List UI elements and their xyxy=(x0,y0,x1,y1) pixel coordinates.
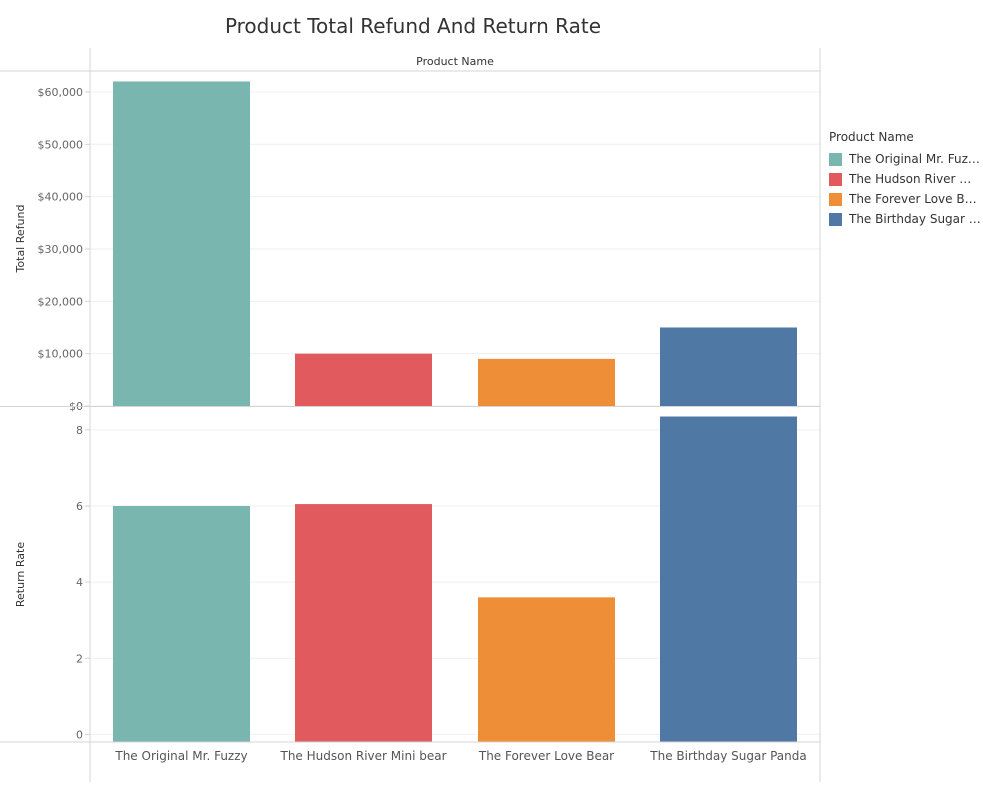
bar xyxy=(478,597,615,742)
chart-title: Product Total Refund And Return Rate xyxy=(224,14,602,38)
y-tick-label: 4 xyxy=(76,576,83,589)
legend-swatch xyxy=(829,192,842,206)
bar xyxy=(295,353,432,406)
y-tick-label: 0 xyxy=(76,728,83,741)
chart-canvas: Product Name$0$10,000$20,000$30,000$40,0… xyxy=(0,48,821,782)
bar xyxy=(478,358,615,406)
y-axis-title: Return Rate xyxy=(14,542,27,607)
legend-label: The Original Mr. Fuzzy xyxy=(849,152,981,166)
y-tick-label: $50,000 xyxy=(38,138,84,151)
legend-item[interactable]: The Original Mr. Fuzzy xyxy=(829,149,983,169)
bar xyxy=(660,327,797,406)
legend: Product Name The Original Mr. Fuzzy The … xyxy=(829,130,983,229)
y-tick-label: 8 xyxy=(76,424,83,437)
x-tick-label: The Original Mr. Fuzzy xyxy=(114,749,247,763)
y-tick-label: $40,000 xyxy=(38,191,84,204)
y-axis-title: Total Refund xyxy=(14,205,27,274)
legend-item[interactable]: The Forever Love Bear xyxy=(829,189,983,209)
x-tick-label: The Forever Love Bear xyxy=(478,749,614,763)
y-tick-label: 6 xyxy=(76,500,83,513)
y-tick-label: 2 xyxy=(76,652,83,665)
legend-item[interactable]: The Birthday Sugar Panda xyxy=(829,209,983,229)
y-tick-label: $30,000 xyxy=(38,243,84,256)
bar xyxy=(295,504,432,742)
legend-title: Product Name xyxy=(829,130,914,144)
bar xyxy=(113,81,250,406)
legend-swatch xyxy=(829,152,842,166)
x-tick-label: The Birthday Sugar Panda xyxy=(649,749,806,763)
y-tick-label: $60,000 xyxy=(38,86,84,99)
legend-label: The Hudson River Mini bear xyxy=(849,172,981,186)
x-tick-label: The Hudson River Mini bear xyxy=(279,749,446,763)
column-header: Product Name xyxy=(416,55,494,68)
legend-label: The Forever Love Bear xyxy=(849,192,981,206)
y-tick-label: $20,000 xyxy=(38,295,84,308)
y-tick-label: $10,000 xyxy=(38,348,84,361)
legend-swatch xyxy=(829,172,842,186)
legend-label: The Birthday Sugar Panda xyxy=(849,212,981,226)
legend-swatch xyxy=(829,212,842,226)
legend-item[interactable]: The Hudson River Mini bear xyxy=(829,169,983,189)
bar xyxy=(660,416,797,742)
bar xyxy=(113,505,250,742)
